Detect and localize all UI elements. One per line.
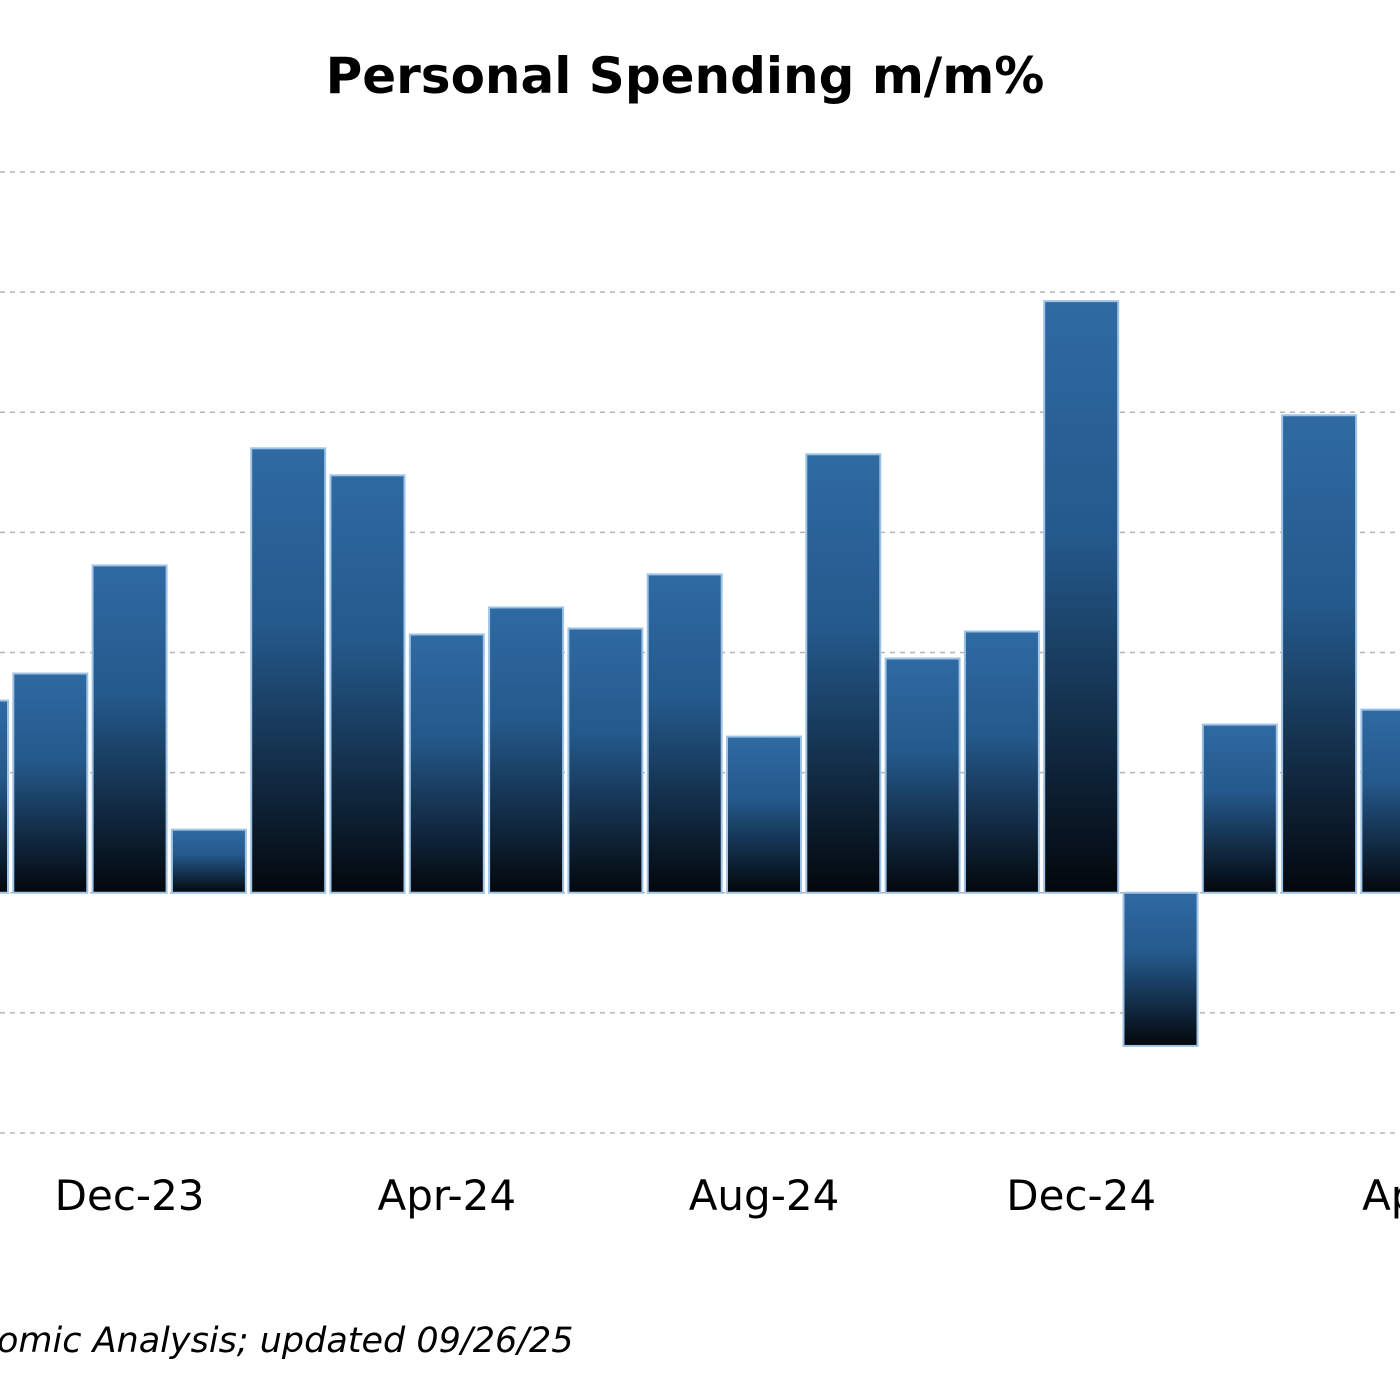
bar-May-24 xyxy=(488,606,565,894)
bars xyxy=(0,300,1400,1047)
bar-Feb-24 xyxy=(250,447,327,894)
bar-Jan-24 xyxy=(170,828,247,894)
x-tick-label: Dec-23 xyxy=(55,1171,205,1220)
bar-Feb-25 xyxy=(1201,723,1278,894)
bar-Sep-24 xyxy=(805,453,882,894)
bar-Jun-24 xyxy=(567,627,644,894)
x-tick-label: Aug-24 xyxy=(689,1171,840,1220)
x-axis-ticks: Dec-23 Apr-24 Aug-24 Dec-24 Apr xyxy=(55,1171,1400,1220)
bar-Oct-23 xyxy=(0,699,9,894)
source-note: omic Analysis; updated 09/26/25 xyxy=(0,1321,574,1361)
x-tick-label: Apr-24 xyxy=(378,1171,517,1220)
bar-Nov-23 xyxy=(12,672,89,894)
bar-Apr-24 xyxy=(408,633,485,894)
x-tick-label: Dec-24 xyxy=(1006,1171,1156,1220)
bar-Aug-24 xyxy=(726,735,802,894)
bar-Oct-24 xyxy=(884,657,961,894)
bar-Jan-25 xyxy=(1122,891,1199,1047)
bar-Dec-24 xyxy=(1043,300,1120,894)
chart-title: Personal Spending m/m% xyxy=(326,47,1045,105)
bar-Apr-25 xyxy=(1360,708,1400,894)
bar-Nov-24 xyxy=(963,630,1040,894)
bar-Mar-24 xyxy=(329,474,406,894)
bar-Dec-23 xyxy=(91,564,168,894)
bar-Jul-24 xyxy=(646,573,723,894)
x-tick-label: Apr xyxy=(1362,1171,1400,1220)
bar-Mar-25 xyxy=(1281,414,1358,894)
